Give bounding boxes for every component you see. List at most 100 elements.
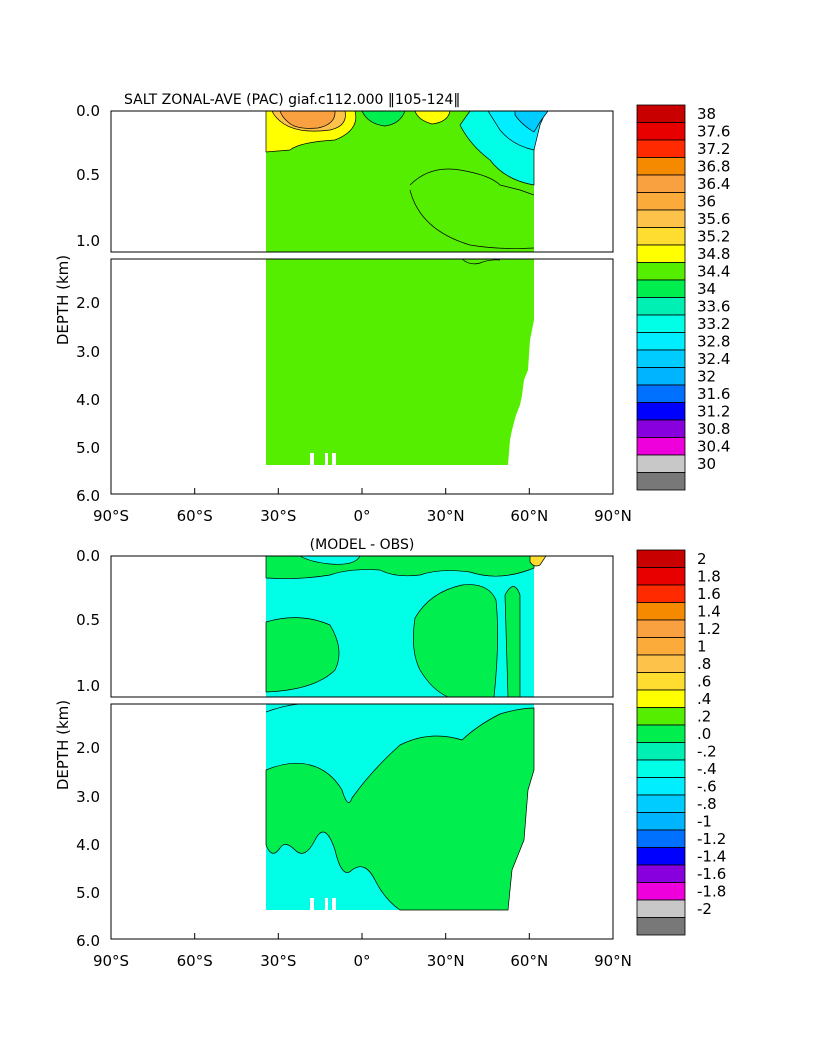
colorbar-tick-label: 37.2 bbox=[697, 140, 730, 158]
difference-title: (MODEL - OBS) bbox=[310, 537, 415, 553]
salinity-contour-2 bbox=[409, 189, 535, 249]
colorbar-swatch bbox=[636, 227, 686, 246]
salinity-title: SALT ZONAL-AVE (PAC) giaf.c112.000 ‖105-… bbox=[124, 92, 460, 108]
salinity-equatorial-fresh bbox=[361, 111, 406, 127]
y-tick-label: 5.0 bbox=[76, 884, 100, 902]
colorbar-swatch bbox=[636, 689, 686, 708]
colorbar-swatch bbox=[636, 472, 686, 491]
colorbar-swatch bbox=[636, 882, 686, 901]
salinity-gap-1 bbox=[310, 453, 314, 465]
y-tick-label: 4.0 bbox=[76, 836, 100, 854]
difference-lower-field bbox=[265, 704, 535, 911]
difference-surface-negative bbox=[299, 556, 361, 565]
difference-south-patch bbox=[265, 617, 340, 693]
x-tick-label: 90°S bbox=[93, 507, 129, 525]
colorbar-tick-label: 1.6 bbox=[697, 585, 721, 603]
colorbar-tick-label: 1.2 bbox=[697, 620, 721, 638]
colorbar-swatch bbox=[636, 847, 686, 866]
y-tick-label: 5.0 bbox=[76, 439, 100, 457]
difference-y-axis: 0.0 0.5 1.0 2.0 3.0 4.0 5.0 6.0 DEPTH (k… bbox=[54, 547, 100, 950]
difference-upper-frame bbox=[110, 555, 614, 698]
y-tick-label: 6.0 bbox=[76, 487, 100, 505]
salinity-panel: SALT ZONAL-AVE (PAC) giaf.c112.000 ‖105-… bbox=[54, 92, 730, 525]
colorbar-swatch bbox=[636, 794, 686, 813]
colorbar-tick-label: -.6 bbox=[697, 777, 717, 795]
colorbar-tick-label: .8 bbox=[697, 655, 711, 673]
colorbar-swatch bbox=[636, 654, 686, 673]
difference-surface-positive bbox=[265, 556, 535, 579]
salinity-y-axis: 0.0 0.5 1.0 2.0 3.0 4.0 5.0 6.0 DEPTH (k… bbox=[54, 102, 100, 505]
x-tick-label: 30°S bbox=[260, 507, 296, 525]
colorbar-swatch bbox=[636, 332, 686, 351]
colorbar-tick-label: 32.8 bbox=[697, 332, 730, 350]
difference-colorbar: 21.81.61.41.21.8.6.4.2.0-.2-.4-.6-.8-1-1… bbox=[636, 549, 726, 936]
x-tick-label: 60°S bbox=[177, 507, 213, 525]
colorbar-swatch bbox=[636, 104, 686, 123]
salinity-colorbar: 3837.637.236.836.43635.635.234.834.43433… bbox=[636, 104, 730, 491]
colorbar-tick-label: -.2 bbox=[697, 742, 717, 760]
colorbar-swatch bbox=[636, 297, 686, 316]
colorbar-tick-label: 36.4 bbox=[697, 175, 730, 193]
colorbar-swatch bbox=[636, 829, 686, 848]
salinity-upper-field bbox=[265, 111, 549, 252]
colorbar-tick-label: 1.8 bbox=[697, 567, 721, 585]
colorbar-tick-label: 30.8 bbox=[697, 420, 730, 438]
x-tick-label: 0° bbox=[353, 952, 370, 970]
colorbar-tick-label: 2 bbox=[697, 550, 707, 568]
x-tick-label: 60°N bbox=[510, 507, 548, 525]
colorbar-swatch bbox=[636, 742, 686, 761]
y-tick-label: 0.5 bbox=[76, 611, 100, 629]
y-tick-label: 0.0 bbox=[76, 102, 100, 120]
x-tick-label: 60°N bbox=[510, 952, 548, 970]
difference-deep-positive bbox=[265, 707, 535, 911]
x-tick-label: 30°S bbox=[260, 952, 296, 970]
colorbar-tick-label: -2 bbox=[697, 900, 712, 918]
colorbar-tick-label: -1 bbox=[697, 812, 712, 830]
x-tick-label: 90°N bbox=[594, 507, 632, 525]
colorbar-swatch bbox=[636, 192, 686, 211]
salinity-deep-contour bbox=[461, 259, 501, 265]
colorbar-swatch bbox=[636, 672, 686, 691]
colorbar-swatch bbox=[636, 637, 686, 656]
y-tick-label: 3.0 bbox=[76, 788, 100, 806]
colorbar-swatch bbox=[636, 584, 686, 603]
colorbar-tick-label: 30 bbox=[697, 455, 716, 473]
salinity-ylabel: DEPTH (km) bbox=[54, 255, 72, 345]
colorbar-tick-label: -.8 bbox=[697, 795, 717, 813]
difference-north-strip bbox=[504, 586, 521, 697]
salinity-gap-2 bbox=[325, 453, 328, 465]
difference-gap-2 bbox=[325, 898, 328, 910]
y-tick-label: 3.0 bbox=[76, 343, 100, 361]
colorbar-swatch bbox=[636, 262, 686, 281]
x-tick-label: 90°S bbox=[93, 952, 129, 970]
colorbar-tick-label: 1.4 bbox=[697, 602, 721, 620]
y-tick-label: 2.0 bbox=[76, 739, 100, 757]
colorbar-tick-label: .2 bbox=[697, 707, 711, 725]
colorbar-tick-label: 32.4 bbox=[697, 350, 730, 368]
colorbar-swatch bbox=[636, 602, 686, 621]
colorbar-swatch bbox=[636, 917, 686, 936]
y-tick-label: 2.0 bbox=[76, 294, 100, 312]
colorbar-tick-label: .4 bbox=[697, 690, 711, 708]
colorbar-swatch bbox=[636, 777, 686, 796]
colorbar-swatch bbox=[636, 279, 686, 298]
colorbar-tick-label: -1.6 bbox=[697, 865, 726, 883]
x-tick-label: 60°S bbox=[177, 952, 213, 970]
difference-x-axis: 90°S 60°S 30°S 0° 30°N 60°N 90°N bbox=[93, 933, 632, 970]
colorbar-swatch bbox=[636, 567, 686, 586]
difference-gap-1 bbox=[310, 898, 314, 910]
colorbar-swatch bbox=[636, 122, 686, 141]
colorbar-swatch bbox=[636, 759, 686, 778]
colorbar-swatch bbox=[636, 899, 686, 918]
salinity-x-axis: 90°S 60°S 30°S 0° 30°N 60°N 90°N bbox=[93, 488, 632, 525]
colorbar-swatch bbox=[636, 454, 686, 473]
y-tick-label: 0.0 bbox=[76, 547, 100, 565]
difference-northern-warm bbox=[529, 556, 547, 567]
x-tick-label: 90°N bbox=[594, 952, 632, 970]
colorbar-swatch bbox=[636, 157, 686, 176]
colorbar-tick-label: -.4 bbox=[697, 760, 717, 778]
colorbar-swatch bbox=[636, 314, 686, 333]
salinity-contour-1 bbox=[409, 168, 535, 196]
colorbar-swatch bbox=[636, 437, 686, 456]
colorbar-swatch bbox=[636, 139, 686, 158]
